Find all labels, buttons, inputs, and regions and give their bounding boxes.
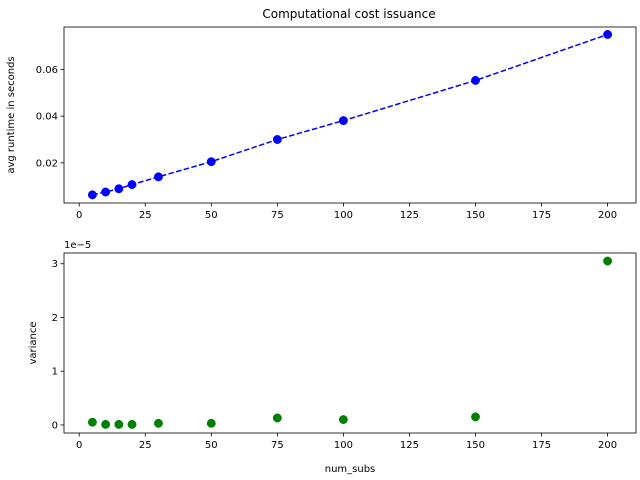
runtime-data-point [338,116,348,126]
variance-panel: 1e−5 0 25 50 75 100 125 150 175 200 0 1 2 3 varianc… [28,240,637,475]
runtime-x-tick-label: 200 [598,210,617,221]
variance-plot-frame [63,252,637,434]
variance-x-tick-label: 50 [205,440,218,451]
runtime-y-tick-label: 0.06 [36,65,58,76]
runtime-x-tick-label: 75 [271,210,284,221]
runtime-y-tick-label: 0.04 [36,112,58,123]
variance-data-point [114,419,124,429]
variance-plot-area [87,256,613,429]
runtime-data-point [154,172,163,182]
runtime-y-tick-label: 0.02 [36,158,58,169]
variance-y-axis-label: variance [28,321,39,364]
runtime-plot-frame [63,26,637,204]
runtime-x-tick-label: 50 [205,210,218,221]
runtime-x-tick-label: 100 [334,210,353,221]
variance-y-tick-label: 0 [52,420,58,431]
runtime-data-point [471,76,480,85]
variance-data-point [154,418,163,428]
runtime-plot-area [87,30,613,200]
variance-data-point [206,418,216,428]
variance-y-tick-label: 3 [52,259,58,270]
runtime-x-tick-label: 25 [139,210,152,221]
variance-x-tick-label: 150 [466,440,485,451]
variance-data-point [338,415,348,425]
variance-x-tick-label: 0 [76,440,82,451]
variance-data-point [87,417,97,427]
runtime-data-point [101,187,111,197]
x-axis-label: num_subs [325,464,376,475]
runtime-panel: Computational cost issuance 0 25 50 75 100 12… [6,7,637,221]
variance-y-tick-label: 2 [52,313,58,324]
variance-x-ticks: 0 25 50 75 100 125 150 175 200 [76,433,617,451]
runtime-data-point [127,180,137,190]
variance-x-tick-label: 125 [400,440,419,451]
variance-x-tick-label: 100 [334,440,353,451]
variance-data-point [603,256,613,266]
variance-x-tick-label: 200 [598,440,617,451]
runtime-x-ticks: 0 25 50 75 100 125 150 175 200 [76,203,617,221]
runtime-x-tick-label: 125 [400,210,419,221]
runtime-x-tick-label: 175 [532,210,551,221]
runtime-series-line [92,33,608,196]
runtime-data-point [206,157,216,167]
runtime-data-point [87,190,97,200]
variance-data-point [101,419,111,429]
variance-data-point [272,413,282,423]
variance-y-tick-label: 1 [52,367,58,378]
variance-data-point [471,412,480,422]
variance-x-tick-label: 75 [271,440,284,451]
variance-y-ticks: 0 1 2 3 [52,259,64,431]
variance-x-tick-label: 25 [139,440,152,451]
runtime-data-point [272,135,282,144]
runtime-data-point [603,30,613,39]
variance-x-tick-label: 175 [532,440,551,451]
variance-offset-text: 1e−5 [64,240,91,251]
runtime-x-tick-label: 150 [466,210,485,221]
variance-data-point [127,419,137,429]
runtime-y-axis-label: avg runtime in seconds [6,56,17,173]
chart-title: Computational cost issuance [262,7,435,21]
runtime-data-point [114,184,124,194]
runtime-x-tick-label: 0 [76,210,82,221]
runtime-y-ticks: 0.02 0.04 0.06 [36,65,64,169]
